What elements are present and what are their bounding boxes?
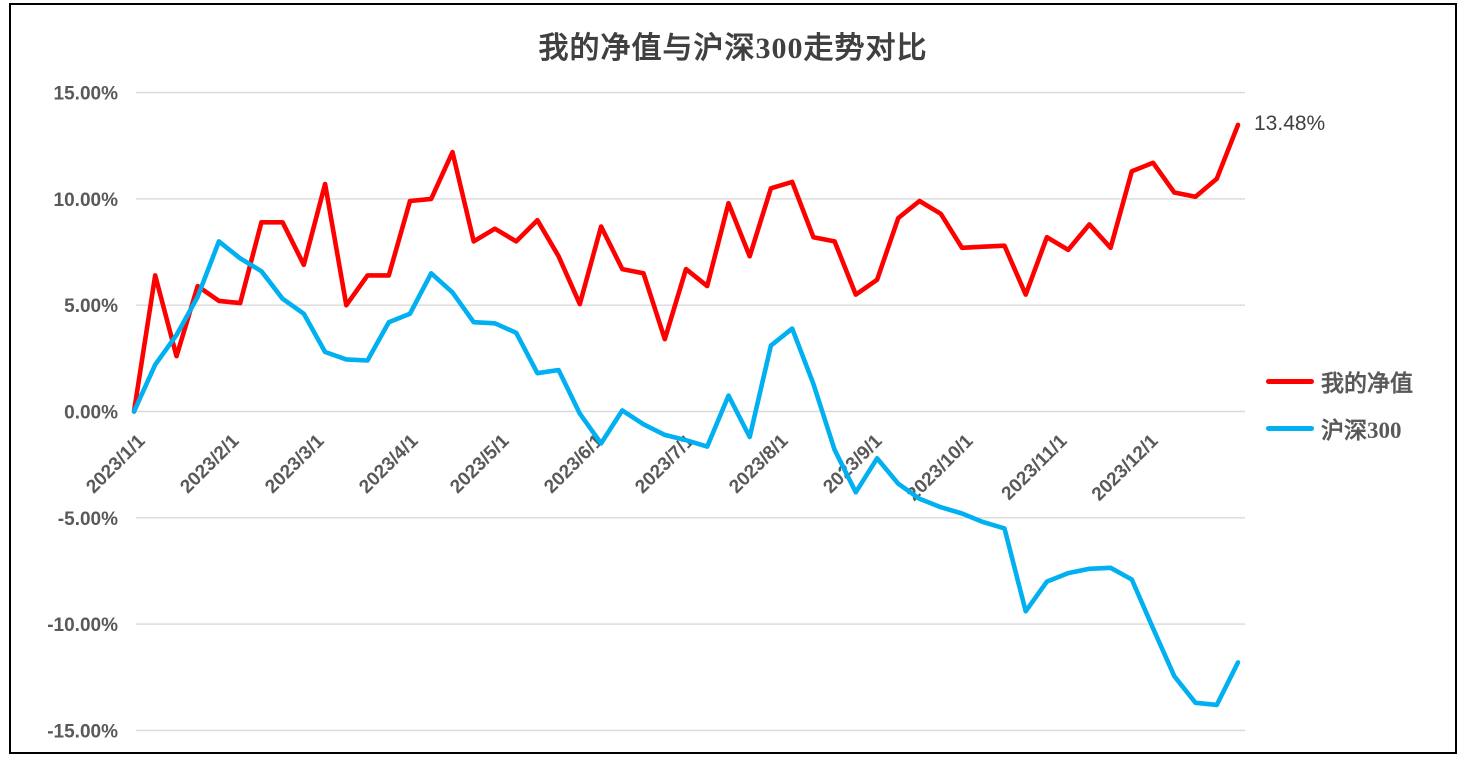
y-axis-label: 15.00% bbox=[54, 84, 119, 105]
red-line-swatch-icon bbox=[1266, 378, 1314, 384]
chart-title: 我的净值与沪深300走势对比 bbox=[538, 32, 928, 65]
x-axis-label: 2023/3/1 bbox=[261, 430, 328, 497]
x-axis-label: 2023/1/1 bbox=[82, 430, 149, 497]
x-axis-label: 2023/5/1 bbox=[446, 430, 513, 497]
blue-line-swatch-icon bbox=[1266, 425, 1314, 431]
legend: 我的净值 沪深300 bbox=[1266, 364, 1413, 445]
legend-item-csi300[interactable]: 沪深300 bbox=[1266, 411, 1413, 445]
legend-label-csi300: 沪深300 bbox=[1321, 418, 1402, 443]
last-point-data-label: 13.48% bbox=[1254, 112, 1326, 135]
series-line-csi300[interactable] bbox=[131, 239, 1241, 708]
x-axis-label: 2023/11/1 bbox=[998, 430, 1072, 504]
x-axis-label: 2023/2/1 bbox=[176, 430, 243, 497]
y-axis-label: -5.00% bbox=[58, 509, 118, 530]
y-axis-label: 0.00% bbox=[64, 403, 118, 424]
y-axis-label: 5.00% bbox=[64, 296, 118, 317]
y-axis-label: -10.00% bbox=[47, 615, 118, 636]
chart-panel: 我的净值与沪深300走势对比 bbox=[9, 3, 1457, 754]
legend-item-my-net-value[interactable]: 我的净值 bbox=[1266, 364, 1413, 398]
x-axis-label: 2023/12/1 bbox=[1088, 430, 1163, 505]
x-axis-label: 2023/8/1 bbox=[725, 430, 792, 497]
legend-label-my-net-value: 我的净值 bbox=[1321, 371, 1413, 396]
x-axis-label: 2023/4/1 bbox=[355, 430, 422, 497]
series-line-my-net-value[interactable] bbox=[131, 122, 1241, 414]
y-axis-label: -15.00% bbox=[47, 721, 118, 742]
y-axis-label: 10.00% bbox=[54, 190, 119, 211]
